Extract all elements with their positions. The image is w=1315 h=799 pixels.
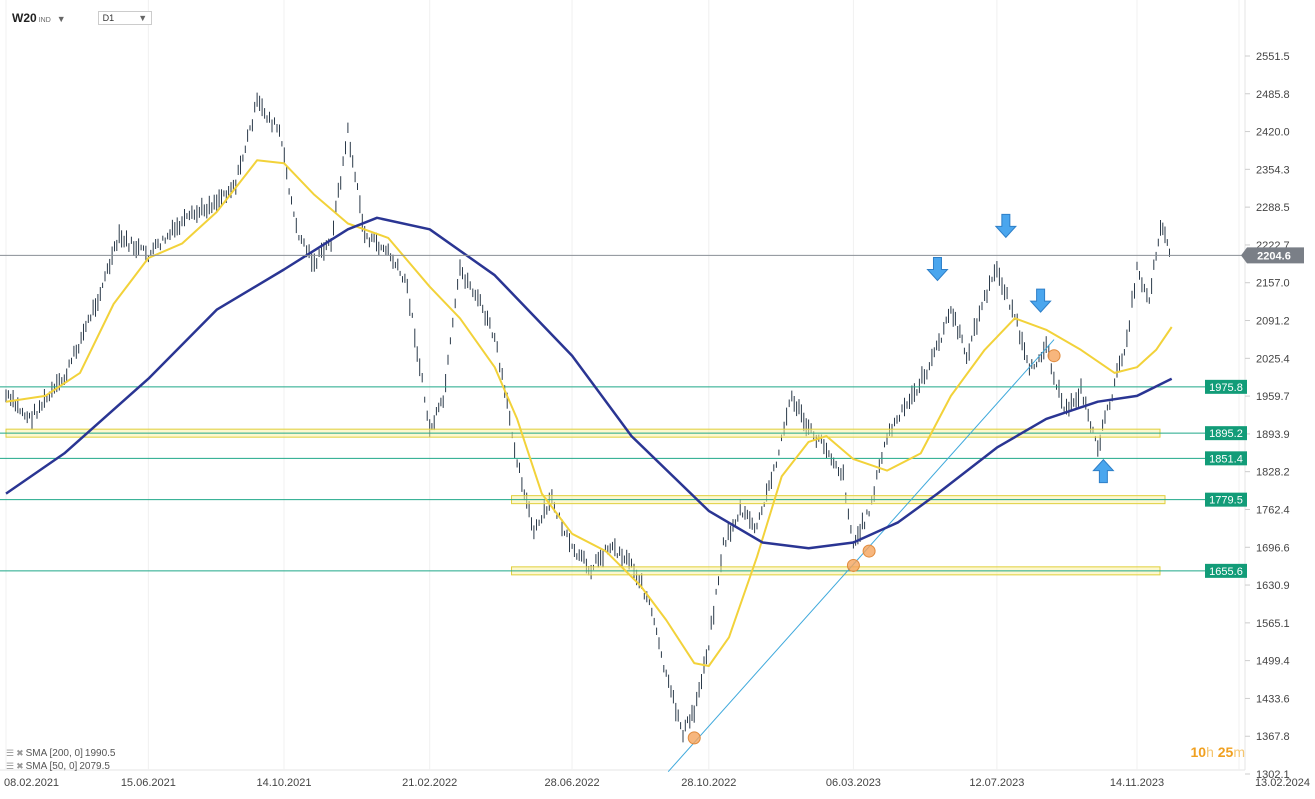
touch-point-marker — [846, 558, 860, 572]
y-tick-label: 2288.5 — [1256, 202, 1290, 214]
y-tick-label: 2025.4 — [1256, 353, 1290, 365]
level-price-label: 1851.4 — [1209, 453, 1243, 465]
arrow-up-icon — [1092, 458, 1115, 484]
sma50-line — [5, 159, 1173, 667]
legend-sma50[interactable]: ☰ ✖ SMA [50, 0] 2079.5 — [6, 760, 115, 773]
x-tick-label: 13.02.2024 — [1255, 777, 1310, 789]
y-tick-label: 1762.4 — [1256, 504, 1290, 516]
symbol-type: IND — [38, 17, 51, 24]
y-tick-label: 1302.1 — [1256, 769, 1290, 781]
legend-label: SMA [50, 0] — [25, 761, 78, 772]
y-tick-label: 1565.1 — [1256, 618, 1290, 630]
level-price-label: 1895.2 — [1209, 428, 1243, 440]
settings-icon[interactable]: ☰ — [6, 748, 15, 758]
y-tick-label: 1499.4 — [1256, 656, 1290, 668]
candle-countdown: 10h 25m — [1190, 744, 1245, 760]
y-tick-label: 1959.7 — [1256, 391, 1290, 403]
x-tick-label: 14.10.2021 — [256, 777, 311, 789]
current-price-tag — [1241, 247, 1304, 264]
y-tick-label: 1367.8 — [1256, 731, 1290, 743]
arrow-down-icon — [1029, 288, 1052, 313]
y-tick-label: 2354.3 — [1256, 164, 1290, 176]
touch-point-marker — [862, 544, 876, 558]
x-tick-label: 12.07.2023 — [969, 777, 1024, 789]
level-price-tag — [1205, 451, 1247, 466]
x-tick-label: 21.02.2022 — [402, 777, 457, 789]
touch-point-marker — [687, 731, 701, 745]
legend-value: 2079.5 — [79, 761, 110, 772]
level-price-label: 1655.6 — [1209, 566, 1243, 578]
trend-line — [667, 339, 1055, 773]
x-tick-label: 06.03.2023 — [826, 777, 881, 789]
settings-icon[interactable]: ☰ — [6, 761, 15, 771]
y-tick-label: 2091.2 — [1256, 316, 1290, 328]
close-icon[interactable]: ✖ — [16, 748, 24, 758]
legend-value: 1990.5 — [84, 748, 116, 759]
x-tick-label: 15.06.2021 — [121, 777, 176, 789]
x-tick-label: 08.02.2021 — [4, 777, 59, 789]
x-tick-label: 14.11.2023 — [1110, 777, 1164, 789]
symbol-label: W20 — [12, 11, 37, 25]
current-price-label: 2204.6 — [1257, 250, 1291, 262]
sma200-line — [5, 216, 1173, 550]
timeframe-label: D1 — [102, 13, 115, 23]
y-tick-label: 1630.9 — [1256, 580, 1290, 592]
legend-sma200[interactable]: ☰ ✖ SMA [200, 0] 1990.5 — [6, 747, 115, 760]
symbol-selector[interactable]: W20 IND ▼ — [12, 11, 66, 25]
timer-hours-unit: h — [1206, 744, 1214, 760]
y-tick-label: 1433.6 — [1256, 693, 1290, 705]
timer-hours: 10 — [1190, 744, 1207, 760]
level-price-label: 1779.5 — [1209, 495, 1243, 507]
x-tick-label: 28.10.2022 — [681, 777, 736, 789]
y-tick-label: 1893.9 — [1256, 429, 1290, 441]
level-price-label: 1975.8 — [1209, 382, 1243, 394]
y-tick-label: 1828.2 — [1256, 467, 1290, 479]
timer-minutes-unit: m — [1233, 744, 1245, 760]
touch-point-marker — [1047, 349, 1061, 363]
level-price-tag — [1205, 379, 1247, 394]
timer-minutes: 25 — [1217, 744, 1234, 760]
y-tick-label: 1696.6 — [1256, 542, 1290, 554]
level-price-tag — [1205, 492, 1247, 507]
chart-header: W20 IND ▼ D1 ▼ — [12, 8, 153, 28]
x-tick-label: 28.06.2022 — [545, 777, 600, 789]
arrow-down-icon — [994, 213, 1017, 239]
timeframe-selector[interactable]: D1 ▼ — [97, 11, 153, 25]
level-price-tag — [1205, 563, 1247, 578]
legend-label: SMA [200, 0] — [25, 748, 83, 759]
chevron-down-icon: ▼ — [138, 13, 148, 23]
close-icon[interactable]: ✖ — [16, 761, 24, 771]
y-tick-label: 2157.0 — [1256, 278, 1290, 290]
y-tick-label: 2551.5 — [1256, 51, 1290, 63]
level-price-tag — [1205, 426, 1247, 441]
y-tick-label: 2485.8 — [1256, 89, 1290, 101]
chevron-down-icon: ▼ — [56, 14, 66, 24]
arrow-down-icon — [926, 256, 949, 282]
y-tick-label: 2420.0 — [1256, 127, 1290, 139]
indicator-legend: ☰ ✖ SMA [200, 0] 1990.5 ☰ ✖ SMA [50, 0] … — [6, 747, 115, 773]
